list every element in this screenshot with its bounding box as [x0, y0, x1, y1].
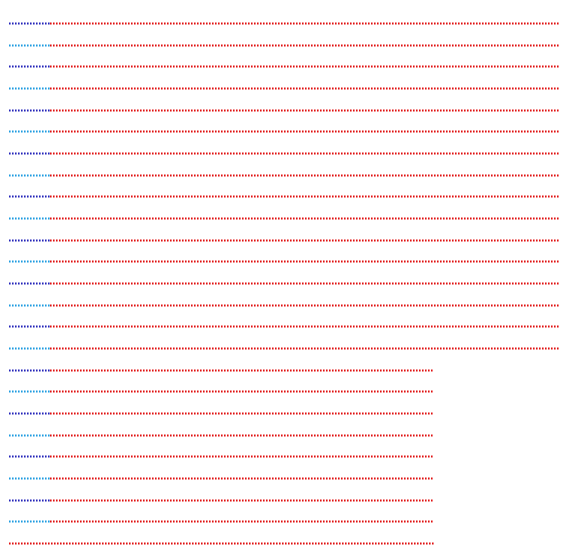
dotted-rows — [9, 22, 559, 545]
